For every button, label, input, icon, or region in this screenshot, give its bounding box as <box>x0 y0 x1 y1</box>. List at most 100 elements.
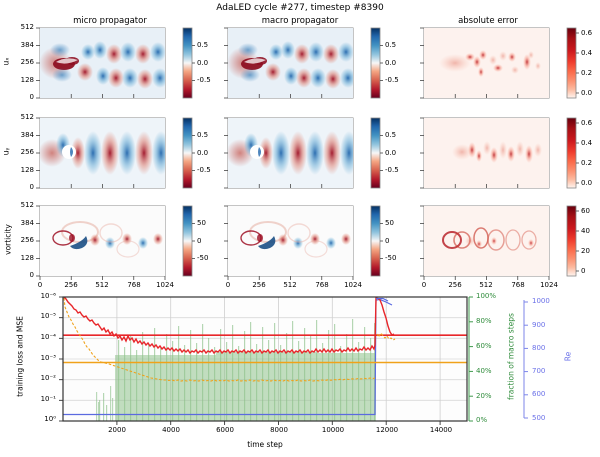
chart-right1-tick-20: 20% <box>476 391 492 400</box>
chart-right1-tick-80: 80% <box>476 317 492 325</box>
ytick-ux-384: 384 <box>20 40 34 49</box>
chart-right2-tick-500: 500 <box>532 413 546 422</box>
figure-title: AdaLED cycle #277, timestep #8390 <box>216 3 384 13</box>
colorbar-uy-error <box>566 117 577 189</box>
ytick-uy-512: 512 <box>20 113 34 121</box>
cbtick-uy-macro-hi: 0.5 <box>385 131 397 139</box>
xtick-error-512: 512 <box>479 281 493 289</box>
chart-right2-tick-700: 700 <box>532 367 546 375</box>
chart-right1-tick-60: 60% <box>476 341 492 350</box>
cbtick-uy-micro-lo: -0.5 <box>197 166 211 174</box>
cbtick-vort-error-0: 60 <box>581 206 590 215</box>
ytick-vort-512: 512 <box>20 201 34 209</box>
fields-svg <box>36 27 579 280</box>
xtick-macro-768: 768 <box>315 281 329 289</box>
cbtick-vort-micro-lo: -50 <box>197 254 209 262</box>
chart-ytick-6: 10⁻⁶ <box>40 291 56 300</box>
column-title-micro: micro propagator <box>73 16 147 26</box>
xtick-macro-512: 512 <box>283 281 297 289</box>
chart-right1-tick-100: 100% <box>476 292 497 300</box>
cbtick-ux-micro-hi: 0.5 <box>197 41 209 49</box>
chart-xtick-2: 6000 <box>216 426 234 434</box>
cbtick-ux-error-2: 0.2 <box>581 68 593 77</box>
chart-ytick-0: 10⁰ <box>44 415 56 423</box>
xtick-micro-768: 768 <box>127 281 141 289</box>
cbtick-vort-macro-mid: 0 <box>385 236 390 245</box>
cbtick-ux-error-1: 0.4 <box>581 48 593 57</box>
cbtick-ux-macro-mid: 0.0 <box>385 58 397 67</box>
colorbar-ux-error <box>566 27 577 99</box>
chart-ytick-1: 10⁻¹ <box>40 394 56 403</box>
cbtick-ux-macro-lo: -0.5 <box>385 76 399 84</box>
cbtick-uy-macro-mid: 0.0 <box>385 148 397 157</box>
chart-ytick-4: 10⁻⁴ <box>40 332 56 341</box>
cbtick-ux-macro-hi: 0.5 <box>385 41 397 49</box>
ytick-ux-128: 128 <box>20 75 34 84</box>
colorbar-vorticity-error <box>566 205 577 277</box>
cbtick-uy-macro-lo: -0.5 <box>385 166 399 174</box>
panel-vorticity-micro <box>39 205 166 277</box>
xtick-macro-0: 0 <box>225 281 231 289</box>
cbtick-uy-micro-mid: 0.0 <box>197 148 209 157</box>
panel-ux-error <box>423 27 550 99</box>
panel-vorticity-error <box>423 205 550 277</box>
mse-curve <box>63 297 376 382</box>
panel-ux-macro <box>227 27 354 99</box>
cbtick-ux-micro-mid: 0.0 <box>197 58 209 67</box>
chart-xlabel: time step <box>247 440 283 449</box>
cbtick-uy-micro-hi: 0.5 <box>197 131 209 139</box>
xtick-error-768: 768 <box>511 281 525 289</box>
cbtick-vort-error-1: 40 <box>581 226 590 235</box>
cbtick-ux-error-0: 0.6 <box>581 28 593 37</box>
chart-right1-tick-40: 40% <box>476 366 492 375</box>
cbtick-uy-error-2: 0.2 <box>581 158 593 167</box>
chart-xtick-6: 14000 <box>429 426 453 434</box>
cbtick-vort-micro-mid: 0 <box>197 236 202 245</box>
chart-right2-tick-600: 600 <box>532 390 546 398</box>
chart-ytick-2: 10⁻² <box>40 374 56 382</box>
panel-uy-error <box>423 117 550 189</box>
chart-right2-tick-1000: 1000 <box>532 297 550 305</box>
ytick-ux-512: 512 <box>20 23 34 31</box>
panel-uy-macro <box>227 117 354 189</box>
xtick-error-0: 0 <box>421 281 427 289</box>
panel-vorticity-macro <box>227 205 354 277</box>
ytick-vort-384: 384 <box>20 218 34 227</box>
ytick-vort-256: 256 <box>20 236 34 244</box>
ytick-ux-0: 0 <box>29 93 34 101</box>
xtick-micro-256: 256 <box>64 281 78 289</box>
xtick-micro-1024: 1024 <box>156 281 174 289</box>
ytick-ux-256: 256 <box>20 58 34 66</box>
column-title-macro: macro propagator <box>261 16 339 26</box>
cbtick-uy-error-1: 0.4 <box>581 138 593 147</box>
column-title-error: absolute error <box>458 16 518 26</box>
ytick-uy-0: 0 <box>29 183 34 191</box>
xtick-error-1024: 1024 <box>540 281 558 289</box>
ytick-vort-128: 128 <box>20 253 34 262</box>
cbtick-ux-error-3: 0.0 <box>581 88 593 97</box>
chart-xtick-4: 10000 <box>321 426 345 434</box>
chart-right1-tick-0: 0% <box>476 416 488 424</box>
cbtick-vort-error-2: 20 <box>581 246 590 255</box>
cbtick-uy-error-0: 0.6 <box>581 118 593 127</box>
chart-ytick-5: 10⁻⁵ <box>40 312 56 320</box>
xtick-macro-1024: 1024 <box>344 281 362 289</box>
xtick-macro-256: 256 <box>252 281 266 289</box>
chart-right1-label: fraction of macro steps <box>506 313 516 400</box>
panel-uy-micro <box>39 117 166 189</box>
xtick-micro-512: 512 <box>95 281 109 289</box>
re-trace <box>63 298 393 416</box>
chart-ylabel: training loss and MSE <box>15 316 25 397</box>
macro-fraction-bars <box>96 319 376 421</box>
ytick-uy-384: 384 <box>20 130 34 139</box>
chart-xtick-3: 8000 <box>270 426 288 434</box>
panel-ux-micro <box>39 27 166 99</box>
chart-right2-label: Re <box>563 351 573 362</box>
chart-xtick-5: 12000 <box>375 426 399 434</box>
xtick-micro-0: 0 <box>37 281 43 289</box>
cbtick-vort-micro-hi: 50 <box>197 219 206 227</box>
chart-right2-tick-800: 800 <box>532 343 546 352</box>
cbtick-vort-macro-hi: 50 <box>385 219 394 227</box>
